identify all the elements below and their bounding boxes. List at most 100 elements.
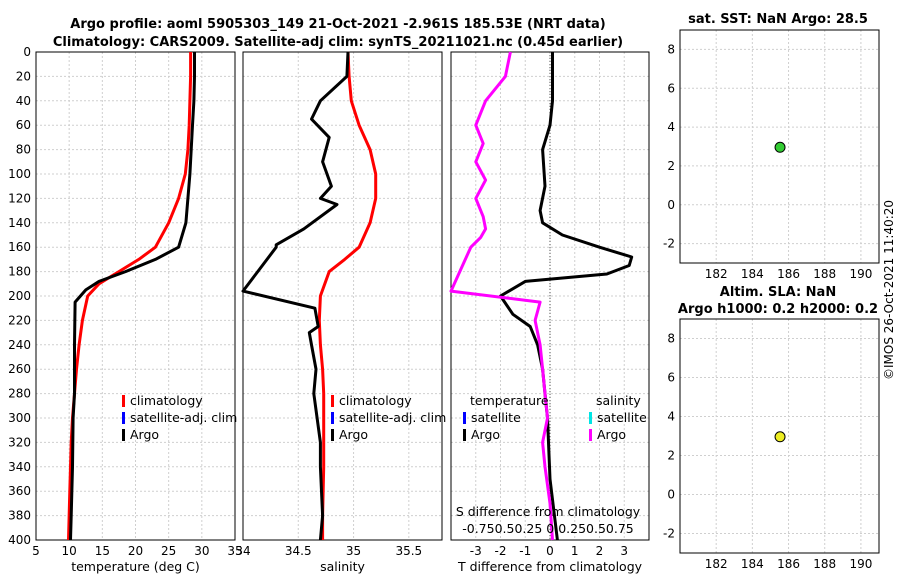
panel-difference: -3 -2 -1 0 1 2 3T difference from climatology S… <box>449 51 650 574</box>
temperature-y-tick-label: 160 <box>8 240 31 254</box>
header-title-line2: Climatology: CARS2009. Satellite-adj cli… <box>53 35 623 50</box>
sla-y-tick-label: 8 <box>667 332 675 346</box>
temperature-legend-label: Argo <box>130 427 159 442</box>
difference-x-tick-label: -1 <box>519 544 531 558</box>
difference-legend-swatch <box>589 412 592 424</box>
sla-title: Altim. SLA: NaN <box>720 285 836 300</box>
sst-y-tick-label: 8 <box>667 42 675 56</box>
sst-y-tick-label: 2 <box>667 159 675 173</box>
difference-legend-swatch <box>589 429 592 441</box>
temperature-y-tick-label: 60 <box>16 118 31 132</box>
temperature-y-tick-label: 360 <box>8 484 31 498</box>
difference-legend-label: satellite <box>471 410 521 425</box>
temperature-x-tick-label: 10 <box>62 544 77 558</box>
temperature-y-tick-label: 220 <box>8 313 31 327</box>
difference-legend-label: satellite <box>597 410 647 425</box>
temperature-y-tick-label: 380 <box>8 509 31 523</box>
sst-y-tick-label: 4 <box>667 120 675 134</box>
temperature-y-tick-label: 80 <box>16 143 31 157</box>
temperature-x-tick-label: 30 <box>194 544 209 558</box>
difference-series-s-argo <box>449 51 554 541</box>
salinity-legend-swatch <box>331 412 334 424</box>
difference-legend-swatch <box>463 429 466 441</box>
sla-y-tick-label: 4 <box>667 410 675 424</box>
temperature-y-tick-label: 180 <box>8 265 31 279</box>
salinity-axes-box <box>242 51 443 541</box>
sla-x-tick-label: 190 <box>849 557 872 571</box>
sst-axes-box <box>679 29 880 264</box>
salinity-x-tick-label: 34.5 <box>285 544 312 558</box>
temperature-y-tick-label: 100 <box>8 167 31 181</box>
temperature-x-tick-label: 25 <box>161 544 176 558</box>
temperature-x-label: temperature (deg C) <box>71 559 200 574</box>
salinity-x-tick-label: 35 <box>346 544 361 558</box>
sla-y-tick-label: 6 <box>667 371 675 385</box>
sla-x-tick-label: 184 <box>741 557 764 571</box>
temperature-legend-swatch <box>122 395 125 407</box>
difference-x-tick-label: 3 <box>620 544 628 558</box>
sla-y-tick-label: 0 <box>667 488 675 502</box>
difference-legend-swatch <box>463 412 466 424</box>
temperature-y-tick-label: 400 <box>8 533 31 547</box>
difference-x-tick-label: -3 <box>470 544 482 558</box>
temperature-y-tick-label: 280 <box>8 387 31 401</box>
temperature-y-tick-label: 340 <box>8 460 31 474</box>
sla-y-tick-label: -2 <box>663 527 675 541</box>
difference-legend-salinity-title: salinity <box>596 393 641 408</box>
sla-data-point <box>774 431 786 443</box>
temperature-axes-box <box>35 51 236 541</box>
temperature-legend-label: climatology <box>130 393 203 408</box>
difference-x-tick-label: 1 <box>571 544 579 558</box>
panel-temperature: 5 10 15 20 25 30 35 0 20 40 60 80 100 120 140 160 180 200… <box>8 45 243 574</box>
salinity-series-argo <box>241 51 350 541</box>
temperature-y-tick-label: 240 <box>8 338 31 352</box>
sst-x-tick-label: 184 <box>741 267 764 281</box>
sst-title: sat. SST: NaN Argo: 28.5 <box>688 12 868 27</box>
sla-x-tick-label: 186 <box>777 557 800 571</box>
difference-top-label: S difference from climatology <box>456 504 641 519</box>
difference-x-label: T difference from climatology <box>457 559 643 574</box>
sst-x-tick-label: 186 <box>777 267 800 281</box>
sla-y-tick-label: 2 <box>667 449 675 463</box>
sla-x-tick-label: 182 <box>705 557 728 571</box>
salinity-legend-label: satellite-adj. clim <box>339 410 446 425</box>
imos-watermark: ©IMOS 26-Oct-2021 11:40:20 <box>882 200 896 380</box>
difference-top-ticks: -0.750.50.25 0 0.250.50.75 <box>462 521 634 536</box>
salinity-x-tick-label: 34 <box>235 544 250 558</box>
salinity-legend-swatch <box>331 429 334 441</box>
sst-y-tick-label: -2 <box>663 237 675 251</box>
sst-y-tick-label: 0 <box>667 198 675 212</box>
salinity-x-label: salinity <box>320 559 365 574</box>
temperature-x-tick-label: 15 <box>95 544 110 558</box>
sla-subtitle: Argo h1000: 0.2 h2000: 0.2 <box>678 302 878 317</box>
temperature-y-tick-label: 120 <box>8 191 31 205</box>
temperature-y-tick-label: 140 <box>8 216 31 230</box>
salinity-x-tick-label: 35.5 <box>395 544 422 558</box>
temperature-y-tick-label: 200 <box>8 289 31 303</box>
salinity-legend-label: Argo <box>339 427 368 442</box>
sst-y-tick-label: 6 <box>667 81 675 95</box>
sst-x-tick-label: 190 <box>849 267 872 281</box>
sst-data-point <box>774 141 786 153</box>
temperature-legend-label: satellite-adj. clim <box>130 410 237 425</box>
difference-legend-temperature-title: temperature <box>470 393 549 408</box>
salinity-legend-swatch <box>331 395 334 407</box>
temperature-y-tick-label: 0 <box>23 45 31 59</box>
temperature-y-tick-label: 20 <box>16 69 31 83</box>
temperature-legend-swatch <box>122 412 125 424</box>
difference-legend-label: Argo <box>471 427 500 442</box>
temperature-y-tick-label: 40 <box>16 94 31 108</box>
difference-legend-label: Argo <box>597 427 626 442</box>
temperature-x-tick-label: 20 <box>128 544 143 558</box>
salinity-legend-label: climatology <box>339 393 412 408</box>
temperature-x-tick-label: 35 <box>227 544 242 558</box>
temperature-y-tick-label: 320 <box>8 435 31 449</box>
sla-x-tick-label: 188 <box>813 557 836 571</box>
sst-x-tick-label: 182 <box>705 267 728 281</box>
panel-sla: 182 184 186 188 190 -2 0 2 4 6 8 <box>663 318 880 571</box>
header-title-line1: Argo profile: aoml 5905303_149 21-Oct-20… <box>70 17 605 32</box>
temperature-y-tick-label: 300 <box>8 411 31 425</box>
salinity-series-climatology <box>317 51 378 540</box>
panel-salinity: 34 34.5 35 35.5 salinity climatology satellite… <box>235 51 446 574</box>
